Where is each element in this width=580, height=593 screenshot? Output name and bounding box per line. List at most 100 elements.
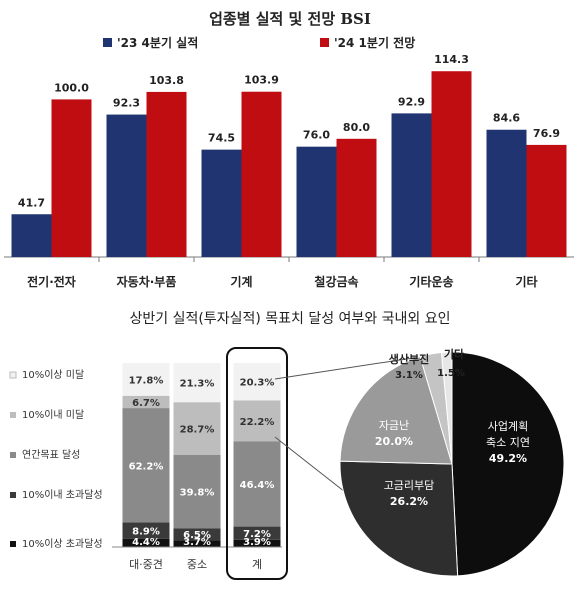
stacked-value-label-5-1: 17.8% — [129, 375, 164, 386]
stacked-segment-5-3 — [233, 363, 281, 401]
pie-label-2-line-1: 고금리부담 — [384, 479, 435, 492]
stacked-bars — [122, 363, 281, 547]
stacked-value-label-2-1: 8.9% — [132, 527, 160, 538]
top-value-label-1-2: 92.3 — [113, 97, 140, 110]
pie-slice-2 — [339, 460, 459, 577]
pie-label-3-line-2: 20.0% — [375, 435, 413, 448]
top-bar-2-2 — [146, 91, 187, 257]
stacked-segment-1-2 — [173, 540, 221, 547]
stacked-segment-3-1 — [122, 408, 170, 523]
top-value-label-2-1: 100.0 — [54, 81, 89, 94]
stacked-segment-4-2 — [173, 402, 221, 455]
stacked-value-label-3-3: 46.4% — [240, 480, 275, 491]
top-bar-1-3 — [201, 149, 242, 257]
stacked-segment-2-3 — [233, 526, 281, 540]
stacked-value-label-4-3: 22.2% — [240, 417, 275, 428]
top-tick-label-4: 철강금속 — [314, 274, 358, 289]
pie-label-1-line-2: 축소 지연 — [486, 436, 530, 449]
pie-label-5-value: 1.5% — [437, 368, 465, 379]
top-tick-label-5: 기타운송 — [409, 274, 453, 289]
stacked-value-labels: 4.4%8.9% 62.2% 6.7% 17.8% 3.7%6.5% 39.8% 28.7%… — [129, 375, 275, 548]
top-value-label-1-6: 84.6 — [493, 112, 520, 125]
pie-label-4-name: 생산부진 — [389, 352, 429, 366]
stacked-legend-label-5: 10%이상 미달 — [22, 369, 84, 381]
stacked-segment-2-2 — [173, 528, 221, 541]
pie-label-3-line-1: 자금난 — [379, 419, 409, 432]
top-value-labels: 41.7 100.0 92.3 103.8 74.5 103.9 76.0 80.0 92.9 1… — [18, 53, 560, 209]
bottom-section-title: 상반기 실적(투자실적) 목표치 달성 여부와 국내외 요인 — [130, 311, 451, 327]
top-tick-label-2: 자동차·부품 — [117, 274, 177, 289]
top-bar-2-3 — [241, 91, 282, 257]
stacked-value-label-2-2: 6.5% — [183, 530, 211, 541]
legend-label-series-1: '23 4분기 실적 — [117, 35, 198, 50]
pie-slice-3 — [339, 356, 453, 465]
stacked-legend: 10%이상 초과달성 10%이내 초과달성 연간목표 달성 10%이내 미달 10%이상… — [9, 369, 103, 550]
top-value-label-1-3: 74.5 — [208, 132, 235, 145]
top-chart-title: 업종별 실적 및 전망 BSI — [209, 10, 371, 28]
stacked-legend-label-1: 10%이상 초과달성 — [22, 538, 103, 550]
stacked-value-label-5-3: 20.3% — [240, 378, 275, 389]
stacked-segment-5-1 — [122, 363, 170, 396]
top-bar-1-2 — [106, 114, 147, 257]
pie-slice-5 — [440, 351, 453, 465]
top-bar-chart: 업종별 실적 및 전망 BSI '23 4분기 실적 '24 1분기 전망 41… — [4, 10, 574, 289]
top-bars — [11, 71, 567, 258]
stacked-legend-swatch-5 — [9, 371, 17, 379]
stacked-segment-4-1 — [122, 395, 170, 409]
stacked-tick-label-1: 대·중견 — [129, 558, 163, 571]
legend-swatch-series-1 — [103, 38, 112, 47]
top-value-label-2-5: 114.3 — [434, 53, 469, 66]
stacked-value-label-4-2: 28.7% — [180, 425, 215, 436]
top-bar-1-6 — [486, 129, 527, 257]
stacked-bar-chart: 10%이상 초과달성 10%이내 초과달성 연간목표 달성 10%이내 미달 10%이상… — [9, 347, 288, 580]
stacked-segment-1-1 — [122, 538, 170, 547]
top-bar-2-4 — [336, 138, 377, 257]
stacked-segment-5-2 — [173, 363, 221, 403]
stacked-segment-2-1 — [122, 522, 170, 539]
stacked-segment-3-2 — [173, 455, 221, 529]
stacked-legend-label-2: 10%이내 초과달성 — [22, 489, 103, 501]
stacked-segment-3-3 — [233, 441, 281, 527]
stacked-value-label-1-1: 4.4% — [132, 537, 160, 548]
stacked-value-label-1-3: 3.9% — [243, 537, 271, 548]
top-value-label-2-6: 76.9 — [533, 127, 560, 140]
top-tick-label-6: 기타 — [515, 274, 537, 289]
pie-label-5-name: 기타 — [444, 347, 465, 361]
stacked-legend-swatch-3 — [10, 452, 16, 458]
pie-label-1-line-1: 사업계획 — [488, 420, 528, 433]
pie-label-1-line-3: 49.2% — [489, 452, 527, 465]
stacked-segment-1-3 — [233, 539, 281, 547]
stacked-value-label-3-2: 39.8% — [180, 488, 215, 499]
pie-slice-1 — [451, 351, 565, 577]
top-value-label-2-4: 80.0 — [343, 121, 370, 134]
highlight-box-total — [226, 347, 288, 580]
stacked-value-label-4-1: 6.7% — [132, 398, 160, 409]
pie-slices — [339, 351, 565, 577]
stacked-value-label-3-1: 62.2% — [129, 461, 164, 472]
legend-swatch-series-2 — [320, 38, 329, 47]
stacked-legend-label-3: 연간목표 달성 — [22, 449, 80, 461]
stacked-legend-label-4: 10%이내 미달 — [22, 409, 84, 421]
top-value-label-2-3: 103.9 — [244, 74, 279, 87]
stacked-legend-swatch-2 — [10, 492, 16, 498]
top-bar-1-4 — [296, 146, 337, 257]
top-value-label-1-5: 92.9 — [398, 95, 425, 108]
stacked-legend-swatch-4 — [10, 412, 16, 418]
stacked-legend-swatch-1 — [10, 541, 16, 547]
top-value-label-1-1: 41.7 — [18, 196, 45, 209]
top-bar-1-5 — [391, 113, 432, 258]
stacked-value-label-2-3: 7.2% — [243, 529, 271, 540]
top-value-label-2-2: 103.8 — [149, 74, 184, 87]
stacked-tick-label-3: 계 — [252, 558, 262, 571]
pie-label-4-value: 3.1% — [395, 370, 423, 381]
pie-label-2-line-2: 26.2% — [390, 495, 428, 508]
top-bar-2-6 — [526, 144, 567, 257]
top-tick-label-3: 기계 — [230, 274, 252, 289]
stacked-value-label-5-2: 21.3% — [180, 379, 215, 390]
top-value-label-1-4: 76.0 — [303, 129, 330, 142]
top-tick-labels: 전기·전자 자동차·부품 기계 철강금속 기타운송 기타 — [27, 257, 538, 289]
top-bar-2-5 — [431, 71, 472, 257]
